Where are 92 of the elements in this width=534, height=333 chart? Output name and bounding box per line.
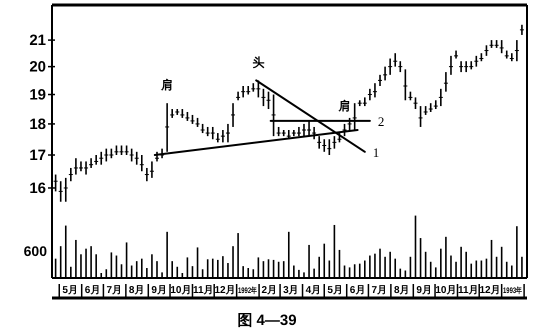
x-tick-label: 10月 [170,285,192,296]
candlestick [205,126,210,137]
x-tick-label: 2月 [261,285,278,296]
y-tick-label: 19 [29,86,46,104]
candlestick [215,132,220,144]
series-label: 2 [378,114,384,129]
y-tick-label: 20 [29,58,46,76]
x-tick-label: 11月 [458,285,479,296]
candlestick [139,154,144,172]
candlestick [149,160,154,179]
candlestick [225,123,230,144]
candlestick [388,58,393,76]
candlestick [114,144,119,156]
candlestick [402,68,408,102]
candlestick [108,148,114,160]
x-tick-label: 11月 [193,285,214,296]
candlestick [210,126,216,140]
x-tick-label: 12月 [480,285,501,296]
candlestick [119,144,124,156]
y-tick-label: 16 [29,180,46,197]
x-tick-label: 7月 [372,285,388,296]
candlestick [519,24,524,36]
candlestick [88,157,94,169]
candlestick [276,126,282,137]
candlestick [418,105,424,128]
x-tick-label: 5月 [327,285,343,296]
candlestick [260,88,266,107]
candlestick [336,132,342,144]
candlestick [332,135,337,150]
x-tick-label: 8月 [128,285,144,296]
candlestick [190,114,195,125]
candlestick [200,123,206,134]
candlestick [58,180,64,203]
candlestick [392,52,398,68]
candlestick [322,138,327,153]
candlestick [412,96,418,110]
candlestick [398,60,403,73]
candlestick [514,39,520,62]
annotation: 肩 [338,98,351,113]
x-tick-label: 4月 [306,285,322,296]
candlestick [326,138,332,156]
x-tick-label: 10月 [435,285,456,296]
candlestick [448,55,454,76]
candlestick [220,129,226,144]
candlestick [134,151,140,166]
candlestick [129,148,134,162]
candlestick [464,60,469,73]
x-tick-label: 8月 [394,285,410,296]
candlestick [443,71,448,92]
y-tick-label: 17 [29,147,46,164]
annotation: 头 [252,55,264,70]
candlestick [63,177,68,203]
candlestick [78,160,84,172]
x-tick-label: 9月 [416,285,432,296]
candlestick [484,44,489,57]
candlestick [230,102,236,128]
text: 图 4—39 [237,312,297,329]
candlestick [458,60,464,73]
x-tick-label: 6月 [84,285,100,296]
x-tick-label: 6月 [350,285,366,296]
candlestick [378,74,383,87]
candlestick [195,117,200,128]
candlestick [104,148,109,162]
candlestick [489,39,494,49]
x-tick-label: 1993年 [503,286,529,295]
x-tick-label: 9月 [151,285,167,296]
candlestick [68,167,74,182]
candlestick [474,55,479,68]
candlestick [98,151,104,166]
candlestick [266,90,271,110]
y-tick-label: 21 [29,32,46,50]
candlestick [372,82,378,98]
candlestick [144,167,150,182]
candlestick [240,85,246,98]
annotation: 肩 [160,78,174,92]
candlestick [124,144,130,156]
candlestick [454,50,459,60]
x-tick-label: 12月 [214,285,236,296]
x-tick-label: 5月 [62,285,78,296]
candlestick [316,135,322,150]
candlestick [73,157,78,176]
candlestick [84,160,89,176]
text: 600 [24,243,48,259]
x-tick-label: 7月 [106,285,122,296]
x-tick-label: 3月 [283,285,299,296]
series-label: 1 [372,144,380,160]
candlestick [367,88,372,102]
candlestick [438,88,444,107]
candlestick [382,66,388,82]
candlestick [94,154,99,166]
y-tick-label: 18 [29,116,46,133]
candlestick [499,39,504,54]
